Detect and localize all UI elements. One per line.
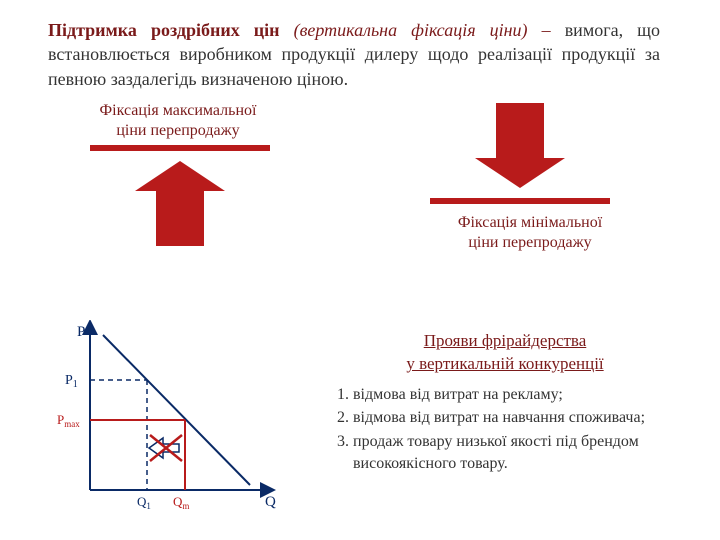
freeriding-block: Прояви фрірайдерства у вертикальній конк… xyxy=(325,330,685,476)
subheading: Прояви фрірайдерства у вертикальній конк… xyxy=(325,330,685,376)
demand-line xyxy=(103,335,250,485)
definition-paragraph: Підтримка роздрібних цін (вертикальна фі… xyxy=(0,0,720,101)
label-qm: Qm xyxy=(173,494,189,511)
label-p1: P1 xyxy=(65,373,78,390)
subheading-l2: у вертикальній конкуренції xyxy=(406,354,603,373)
definition-italic: (вертикальна фіксація ціни) xyxy=(294,20,528,40)
left-caption-l1: Фіксація максимальної xyxy=(100,102,257,119)
right-caption-l1: Фіксація мінімальної xyxy=(458,214,602,231)
demand-chart: P Q P1 Pmax Q1 Qm xyxy=(55,320,285,520)
label-p: P xyxy=(77,324,85,340)
freeriding-list: відмова від витрат на рекламу; відмова в… xyxy=(325,384,685,474)
list-item: продаж товару низької якості під брендом… xyxy=(353,431,685,474)
left-caption-l2: ціни перепродажу xyxy=(116,122,239,139)
up-arrow-group xyxy=(80,143,280,283)
down-bar xyxy=(430,198,610,204)
arrow-section: Фіксація максимальної ціни перепродажу Ф… xyxy=(0,101,720,281)
left-caption: Фіксація максимальної ціни перепродажу xyxy=(68,101,288,141)
list-item: відмова від витрат на рекламу; xyxy=(353,384,685,406)
up-bar xyxy=(90,145,270,151)
right-caption-l2: ціни перепродажу xyxy=(468,234,591,251)
right-caption: Фіксація мінімальної ціни перепродажу xyxy=(420,213,640,253)
label-q: Q xyxy=(265,494,276,510)
crossed-arrow-icon xyxy=(149,435,182,461)
up-arrow-icon xyxy=(135,161,225,246)
definition-dash: – xyxy=(542,20,551,40)
subheading-l1: Прояви фрірайдерства xyxy=(424,331,587,350)
list-item: відмова від витрат на навчання споживача… xyxy=(353,407,685,429)
definition-term: Підтримка роздрібних цін xyxy=(48,20,280,40)
label-pmax: Pmax xyxy=(57,412,80,429)
label-q1: Q1 xyxy=(137,494,151,511)
down-arrow-icon xyxy=(475,103,565,188)
